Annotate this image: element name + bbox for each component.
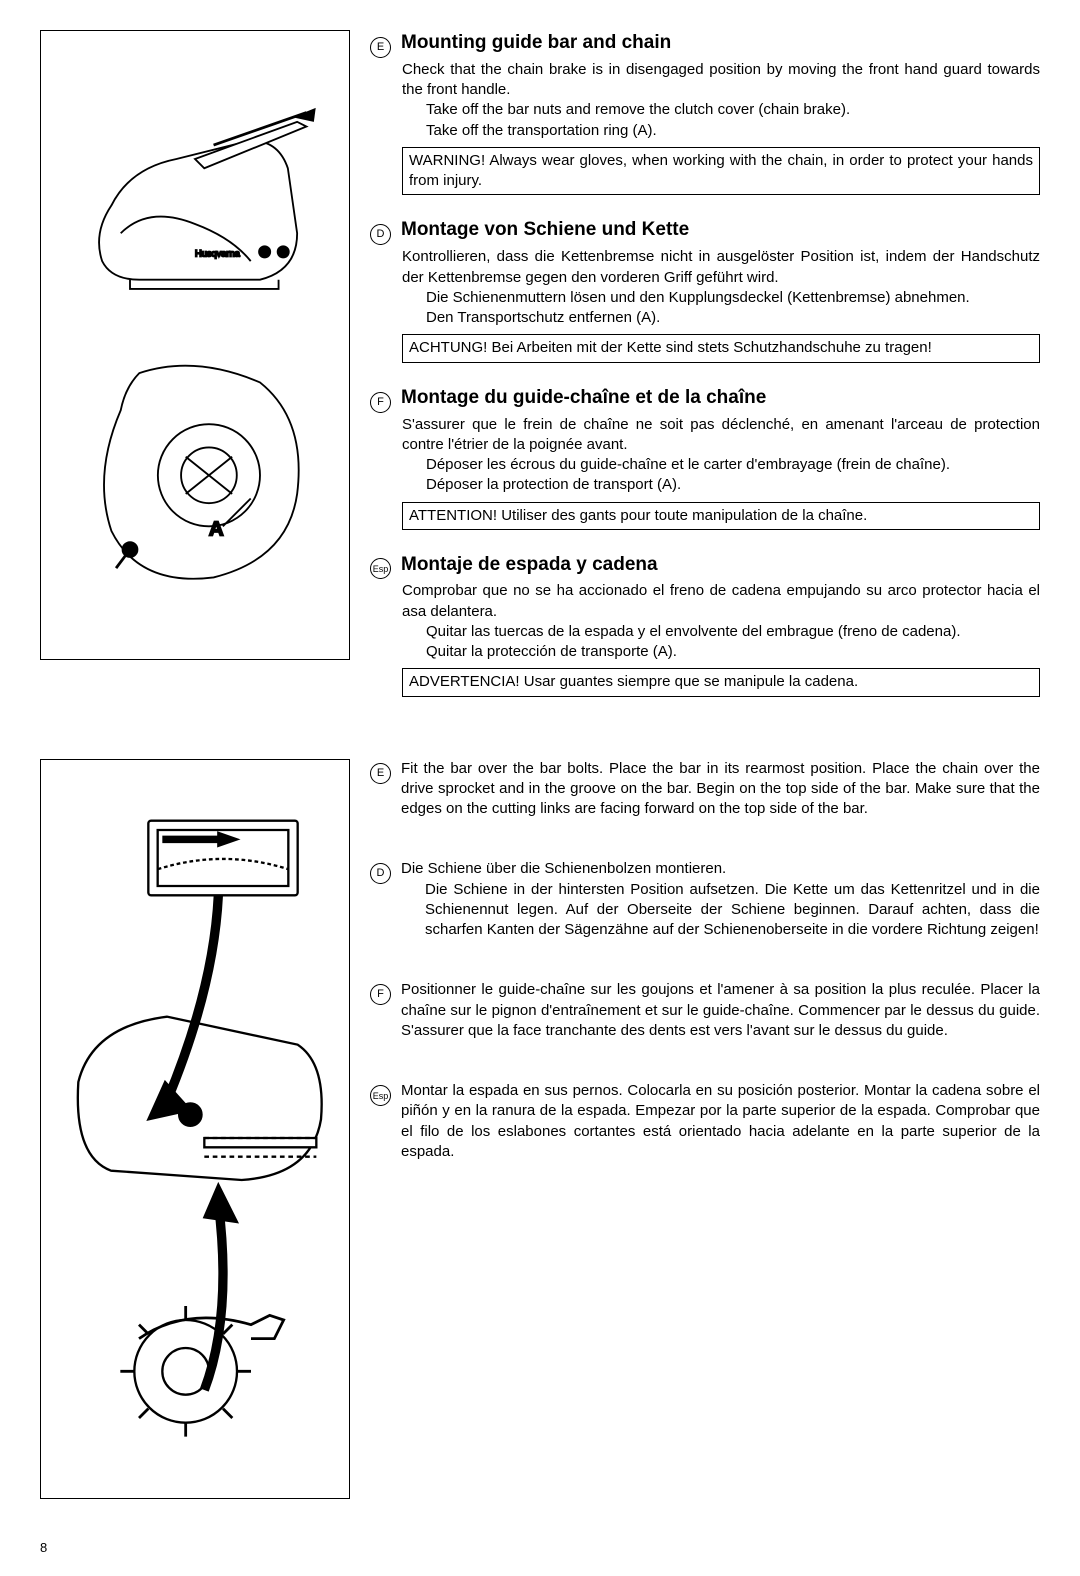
- clutch-cover-icon: A: [65, 336, 325, 596]
- section-esp: Esp Montaje de espada y cadena Comprobar…: [370, 552, 1040, 697]
- mount-chain-icon: [55, 802, 335, 1455]
- lang-badge-f: F: [370, 392, 391, 413]
- lang-badge-f: F: [370, 984, 391, 1005]
- para-line: Die Schiene in der hintersten Position a…: [425, 880, 1040, 941]
- para-text: Die Schiene über die Schienenbolzen mont…: [401, 859, 1040, 940]
- section-e: E Mounting guide bar and chain Check tha…: [370, 30, 1040, 195]
- section-title: Mounting guide bar and chain: [401, 30, 671, 56]
- svg-text:A: A: [209, 519, 224, 541]
- para-d: D Die Schiene über die Schienenbolzen mo…: [370, 859, 1040, 940]
- illustration-2: [40, 759, 350, 1499]
- svg-text:Husqvarna: Husqvarna: [195, 248, 241, 258]
- chainsaw-side-icon: Husqvarna: [65, 94, 325, 317]
- lang-badge-esp: Esp: [370, 1085, 391, 1106]
- upper-block: Husqvarna A E Mounting guide bar and cha…: [40, 30, 1040, 719]
- section-d: D Montage von Schiene und Kette Kontroll…: [370, 217, 1040, 362]
- page-number: 8: [40, 1539, 1040, 1557]
- lang-badge-d: D: [370, 224, 391, 245]
- instruction-line: Comprobar que no se ha accionado el fren…: [402, 581, 1040, 622]
- section-f: F Montage du guide-chaîne et de la chaîn…: [370, 385, 1040, 530]
- para-text: Fit the bar over the bar bolts. Place th…: [401, 759, 1040, 820]
- section-title: Montage von Schiene und Kette: [401, 217, 689, 243]
- instruction-line: Kontrollieren, dass die Kettenbremse nic…: [402, 247, 1040, 288]
- para-f: F Positionner le guide-chaîne sur les go…: [370, 980, 1040, 1041]
- instruction-sub: Déposer les écrous du guide-chaîne et le…: [426, 455, 1040, 475]
- instruction-line: Check that the chain brake is in disenga…: [402, 60, 1040, 101]
- para-text: Montar la espada en sus pernos. Colocarl…: [401, 1081, 1040, 1162]
- body-text: S'assurer que le frein de chaîne ne soit…: [402, 415, 1040, 496]
- para-esp: Esp Montar la espada en sus pernos. Colo…: [370, 1081, 1040, 1162]
- instruction-sub: Take off the bar nuts and remove the clu…: [426, 100, 1040, 120]
- instruction-sub: Déposer la protection de transport (A).: [426, 475, 1040, 495]
- text-column-1: E Mounting guide bar and chain Check tha…: [370, 30, 1040, 719]
- lang-badge-d: D: [370, 863, 391, 884]
- warning-box: ATTENTION! Utiliser des gants pour toute…: [402, 502, 1040, 530]
- body-text: Kontrollieren, dass die Kettenbremse nic…: [402, 247, 1040, 328]
- warning-box: ACHTUNG! Bei Arbeiten mit der Kette sind…: [402, 334, 1040, 362]
- instruction-sub: Den Transportschutz entfernen (A).: [426, 308, 1040, 328]
- instruction-sub: Die Schienenmuttern lösen und den Kupplu…: [426, 288, 1040, 308]
- para-text: Positionner le guide-chaîne sur les gouj…: [401, 980, 1040, 1041]
- section-title: Montage du guide-chaîne et de la chaîne: [401, 385, 766, 411]
- lower-block: E Fit the bar over the bar bolts. Place …: [40, 759, 1040, 1499]
- illustration-1: Husqvarna A: [40, 30, 350, 660]
- instruction-sub: Take off the transportation ring (A).: [426, 121, 1040, 141]
- lang-badge-e: E: [370, 763, 391, 784]
- para-line: Die Schiene über die Schienenbolzen mont…: [401, 859, 1040, 879]
- text-column-2: E Fit the bar over the bar bolts. Place …: [370, 759, 1040, 1499]
- lang-badge-e: E: [370, 37, 391, 58]
- instruction-sub: Quitar la protección de transporte (A).: [426, 642, 1040, 662]
- lang-badge-esp: Esp: [370, 558, 391, 579]
- warning-box: WARNING! Always wear gloves, when workin…: [402, 147, 1040, 196]
- instruction-line: S'assurer que le frein de chaîne ne soit…: [402, 415, 1040, 456]
- para-e: E Fit the bar over the bar bolts. Place …: [370, 759, 1040, 820]
- body-text: Check that the chain brake is in disenga…: [402, 60, 1040, 141]
- body-text: Comprobar que no se ha accionado el fren…: [402, 581, 1040, 662]
- section-title: Montaje de espada y cadena: [401, 552, 658, 578]
- warning-box: ADVERTENCIA! Usar guantes siempre que se…: [402, 668, 1040, 696]
- instruction-sub: Quitar las tuercas de la espada y el env…: [426, 622, 1040, 642]
